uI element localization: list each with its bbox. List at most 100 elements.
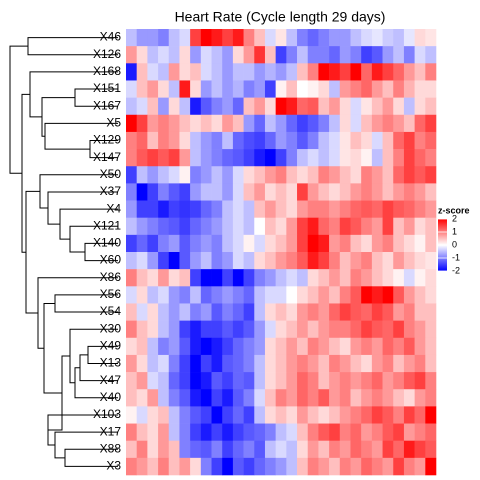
heatmap-cell (371, 131, 383, 150)
heatmap-cell (350, 131, 362, 150)
heatmap-cell (371, 354, 383, 373)
heatmap-cell (200, 354, 212, 373)
heatmap-cell (393, 200, 405, 218)
dendrogram-branches (9, 37, 118, 467)
heatmap-cell (329, 46, 341, 64)
heatmap-cell (361, 183, 373, 201)
heatmap-cell (329, 269, 341, 287)
row-labels: X46 X126 X168 X151 X167 X5 X129 X147 X50 X37 X4 X12… (93, 30, 121, 473)
heatmap-cell (190, 234, 202, 253)
heatmap-cell (371, 337, 383, 356)
heatmap-cell (232, 200, 244, 218)
heatmap-cell (297, 80, 309, 98)
heatmap-cell (393, 46, 405, 64)
heatmap-cell (371, 389, 383, 407)
heatmap-cell (168, 440, 180, 459)
heatmap-cell (168, 149, 180, 167)
heatmap-cell (243, 286, 255, 304)
heatmap-cell (382, 166, 394, 184)
heatmap-cell (318, 183, 330, 201)
heatmap-cell (168, 114, 180, 133)
heatmap-cell (158, 389, 170, 407)
heatmap-cell (211, 252, 223, 270)
legend-tick-label: -2 (452, 265, 460, 275)
heatmap-cell (136, 337, 148, 356)
row-label: X47 (100, 373, 122, 387)
heatmap-cell (254, 114, 266, 133)
heatmap-cell (307, 303, 319, 321)
heatmap-cell (425, 183, 437, 201)
heatmap-cell (147, 440, 159, 459)
heatmap-cell (297, 372, 309, 390)
heatmap-cell (329, 354, 341, 373)
heatmap-cell (126, 29, 137, 47)
heatmap-cell (264, 46, 276, 64)
heatmap-cell (179, 440, 191, 459)
heatmap-cell (126, 46, 137, 64)
heatmap-cell (307, 46, 319, 64)
row-label: X40 (100, 390, 122, 404)
heatmap-cell (222, 286, 234, 304)
heatmap-cell (403, 114, 415, 133)
heatmap-cell (168, 80, 180, 98)
heatmap-cell (158, 320, 170, 339)
heatmap-cell (158, 131, 170, 150)
heatmap-cell (318, 114, 330, 133)
heatmap-cell (329, 320, 341, 339)
heatmap-cell (286, 166, 298, 184)
heatmap-cell (254, 97, 266, 116)
heatmap-cell (243, 423, 255, 441)
heatmap-cell (371, 63, 383, 81)
heatmap-cell (222, 234, 234, 253)
heatmap-cell (275, 337, 287, 356)
heatmap-cell (168, 46, 180, 64)
heatmap-cell (190, 286, 202, 304)
heatmap-cell (275, 183, 287, 201)
heatmap-cell (168, 97, 180, 116)
heatmap-cell (190, 440, 202, 459)
heatmap-cell (318, 234, 330, 253)
heatmap-cell (179, 389, 191, 407)
heatmap-cell (147, 217, 159, 236)
heatmap-cell (318, 252, 330, 270)
heatmap-cell (425, 63, 437, 81)
heatmap-cell (222, 303, 234, 321)
heatmap-cell (329, 303, 341, 321)
heatmap-cell (307, 269, 319, 287)
heatmap-cell (232, 217, 244, 236)
heatmap-cell (243, 234, 255, 253)
heatmap-cell (190, 252, 202, 270)
heatmap-cell (382, 234, 394, 253)
heatmap-cell (307, 217, 319, 236)
heatmap-cell (318, 440, 330, 459)
heatmap-cell (136, 286, 148, 304)
heatmap-cell (243, 200, 255, 218)
heatmap-cell (393, 286, 405, 304)
heatmap-cell (339, 29, 351, 47)
heatmap-cell (232, 183, 244, 201)
heatmap-cell (168, 29, 180, 47)
heatmap-cell (136, 217, 148, 236)
heatmap-cell (329, 131, 341, 150)
heatmap-cell (126, 97, 137, 116)
heatmap-cell (286, 217, 298, 236)
heatmap-cell (126, 183, 137, 201)
heatmap-cell (361, 337, 373, 356)
heatmap-cell (425, 131, 437, 150)
heatmap-cell (211, 423, 223, 441)
heatmap-cell (179, 46, 191, 64)
heatmap-cell (190, 80, 202, 98)
heatmap-cell (307, 29, 319, 47)
row-label: X103 (93, 407, 121, 421)
heatmap-cell (318, 389, 330, 407)
heatmap-cell (211, 131, 223, 150)
heatmap-cell (318, 337, 330, 356)
heatmap-cell (126, 269, 137, 287)
heatmap-cell (264, 389, 276, 407)
heatmap-cell (254, 252, 266, 270)
heatmap-cell (393, 372, 405, 390)
heatmap-cell (147, 131, 159, 150)
heatmap-cell (243, 354, 255, 373)
heatmap-cell (275, 63, 287, 81)
